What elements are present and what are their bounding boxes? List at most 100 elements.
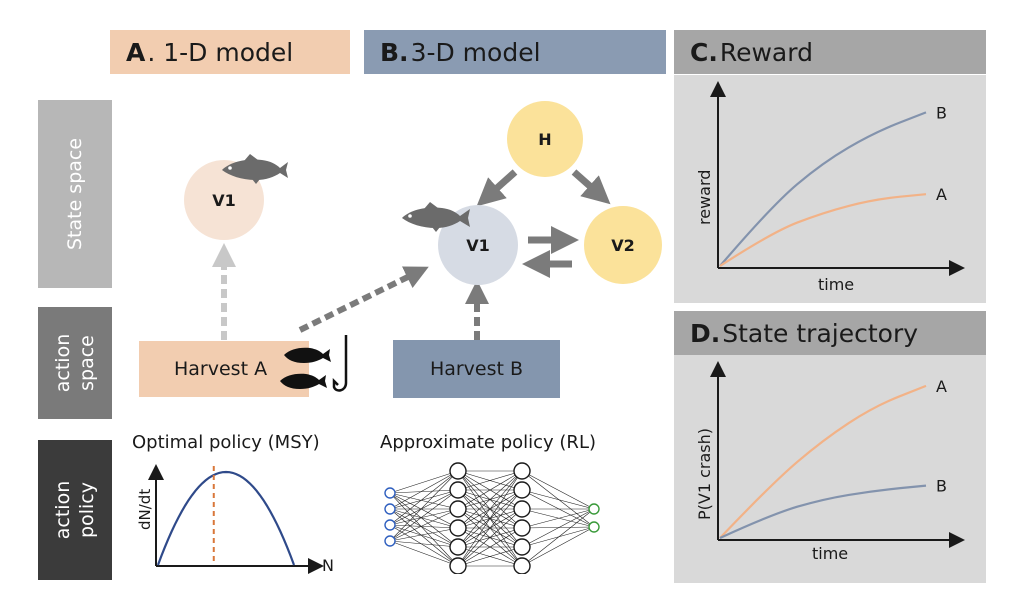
- nn-node: [513, 462, 531, 480]
- panel-d-header: D. State trajectory: [674, 311, 986, 355]
- arrow-harvest-a-to-v1-b: [298, 266, 429, 333]
- harvest-a-box: Harvest A: [139, 341, 309, 397]
- panel-c-body: [674, 75, 986, 303]
- reward-ylabel: reward: [695, 170, 714, 225]
- panel-d-title: State trajectory: [722, 318, 919, 348]
- fish-icon: [402, 202, 470, 232]
- nn-connection: [389, 492, 459, 529]
- nn-connection: [521, 470, 595, 510]
- nn-connection: [457, 470, 523, 548]
- reward-label-a: A: [936, 185, 947, 204]
- nn-connection: [521, 508, 595, 528]
- nn-connection: [521, 526, 595, 529]
- nn-connection: [389, 470, 459, 542]
- nn-node: [513, 500, 531, 518]
- panel-c-header: C. Reward: [674, 30, 986, 74]
- nn-connection: [521, 508, 595, 567]
- nn-node: [449, 557, 467, 574]
- nn-node: [449, 481, 467, 499]
- state-xlabel: time: [812, 544, 848, 563]
- nn-connection: [389, 470, 459, 526]
- msy-xlabel: N: [322, 556, 334, 575]
- nn-node: [449, 538, 467, 556]
- nn-node: [449, 500, 467, 518]
- node-h-label: H: [538, 129, 552, 149]
- nn-connection: [457, 508, 523, 567]
- nn-connection: [521, 489, 595, 528]
- harvest-b-box: Harvest B: [393, 340, 560, 398]
- state-ylabel: P(V1 crash): [695, 428, 714, 520]
- nn-connection: [457, 470, 523, 529]
- nn-node: [513, 557, 531, 574]
- nn-connection: [389, 508, 459, 542]
- node-v1-1d-label: V1: [212, 190, 236, 210]
- panel-c-letter: C.: [690, 37, 718, 67]
- node-h: H: [507, 101, 583, 177]
- fish-icon: [222, 154, 288, 184]
- nn-connection: [521, 526, 595, 548]
- msy-growth-curve: [156, 470, 296, 566]
- harvest-b-label: Harvest B: [429, 358, 524, 380]
- state-series-b: [719, 484, 927, 539]
- diagram-connectors: [212, 169, 611, 340]
- panel-a-letter: A: [126, 37, 146, 67]
- nn-connection: [521, 489, 595, 510]
- row-label-action-policy-line1: action: [51, 480, 74, 540]
- nn-connection: [389, 470, 459, 494]
- nn-connection: [389, 489, 459, 494]
- nn-node: [384, 503, 396, 515]
- node-v2: V2: [584, 206, 662, 284]
- harvest-a-label: Harvest A: [174, 358, 268, 380]
- nn-connection: [389, 508, 459, 548]
- panel-d-letter: D.: [690, 318, 721, 348]
- fishing-hook-icon: [280, 335, 348, 392]
- arrow-h-to-v2: [571, 169, 611, 205]
- panel-a-title: . 1-D model: [147, 37, 294, 67]
- nn-connection: [521, 508, 595, 548]
- nn-node: [513, 481, 531, 499]
- state-label-a: A: [936, 377, 947, 396]
- row-label-action-policy-text: action policy: [51, 481, 99, 539]
- nn-connection: [389, 524, 459, 548]
- panel-b-title: 3-D model: [410, 37, 541, 67]
- nn-connection: [389, 489, 459, 510]
- nn-connection: [389, 527, 459, 542]
- nn-connection: [389, 489, 459, 526]
- panel-a-header: A. 1-D model: [110, 30, 350, 74]
- nn-node: [384, 535, 396, 547]
- panel-d-body: [674, 355, 986, 583]
- nn-node: [588, 503, 600, 515]
- panel-c-title: Reward: [719, 37, 813, 67]
- node-v1-3d-label: V1: [466, 235, 490, 255]
- nn-connection: [521, 508, 595, 529]
- row-label-action-policy: action policy: [38, 440, 112, 580]
- optimal-policy-caption: Optimal policy (MSY): [132, 432, 320, 453]
- panel-b-header: B. 3-D model: [364, 30, 666, 74]
- nn-connection: [389, 524, 459, 529]
- nn-connection: [389, 492, 459, 548]
- nn-connection: [457, 546, 523, 567]
- nn-connection: [389, 470, 459, 510]
- nn-node: [513, 519, 531, 537]
- state-label-b: B: [936, 477, 947, 496]
- panel-b-letter: B.: [380, 37, 409, 67]
- arrow-h-to-v1: [476, 169, 518, 207]
- nn-connection: [457, 470, 523, 510]
- state-series-a: [719, 384, 927, 539]
- nn-node: [384, 487, 396, 499]
- node-v2-label: V2: [611, 235, 635, 255]
- nn-connection: [521, 470, 595, 528]
- reward-label-b: B: [936, 103, 947, 122]
- nn-node: [513, 538, 531, 556]
- nn-connection: [389, 492, 459, 510]
- nn-connection: [457, 470, 523, 567]
- neural-network: [384, 462, 600, 574]
- nn-node: [384, 519, 396, 531]
- row-label-state-space: State space: [38, 100, 112, 288]
- reward-xlabel: time: [818, 275, 854, 294]
- reward-series-b: [719, 111, 927, 267]
- approx-policy-caption: Approximate policy (RL): [380, 432, 596, 453]
- row-label-action-policy-line2: policy: [75, 482, 98, 538]
- nn-connection: [389, 524, 459, 567]
- nn-connection: [389, 489, 459, 542]
